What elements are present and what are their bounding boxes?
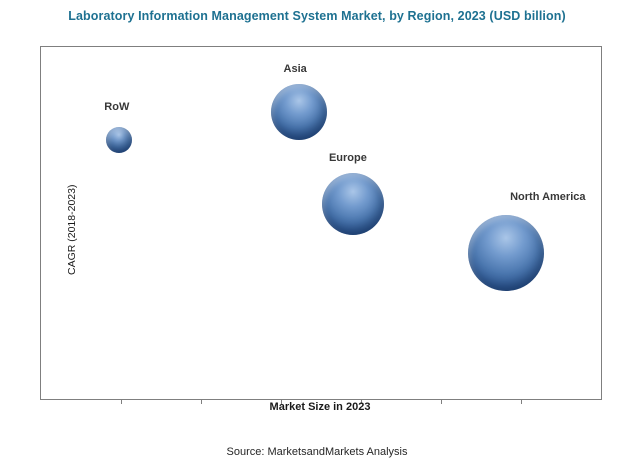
bubble-row <box>105 126 132 153</box>
chart-title: Laboratory Information Management System… <box>68 9 566 23</box>
x-axis-tick <box>121 400 122 404</box>
x-axis-tick <box>361 400 362 404</box>
bubble-label: Asia <box>283 63 307 76</box>
y-axis-label: CAGR (2018-2023) <box>66 184 79 275</box>
bubble-europe <box>321 172 384 235</box>
bubble-north-america <box>467 215 544 292</box>
bubble-label: RoW <box>104 100 130 113</box>
x-axis-tick <box>521 400 522 404</box>
x-axis-tick <box>281 400 282 404</box>
x-axis-tick <box>441 400 442 404</box>
plot-area: CAGR (2018-2023) RoW Asia Europe North Amer… <box>40 46 602 404</box>
source-text: Source: MarketsandMarkets Analysis <box>226 446 408 458</box>
bubble-label: Europe <box>328 151 367 164</box>
x-axis-label: Market Size in 2023 <box>269 401 371 413</box>
bubble-label: North America <box>510 191 586 204</box>
bubble-asia <box>271 84 328 141</box>
x-axis-tick <box>201 400 202 404</box>
